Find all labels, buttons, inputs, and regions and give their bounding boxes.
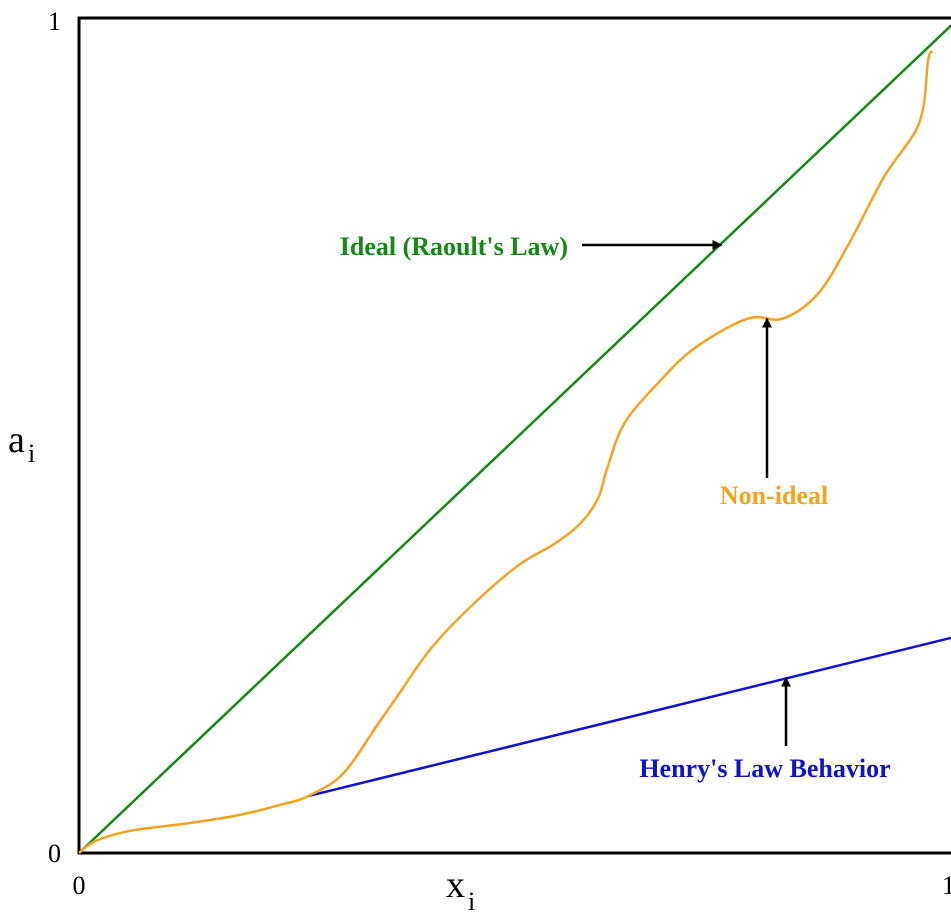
y-axis-label: a i xyxy=(8,419,35,468)
x-axis-label-sub: i xyxy=(468,887,475,916)
annotation-label-ideal-raoult-s-law: Ideal (Raoult's Law) xyxy=(340,232,568,261)
series-line-henry-s-law-behavior xyxy=(307,636,951,798)
x-tick-label-left: 0 xyxy=(73,871,86,900)
x-axis-label: x i xyxy=(446,864,475,916)
annotation-label-non-ideal: Non-ideal xyxy=(720,481,828,510)
y-axis-label-main: a xyxy=(8,419,25,461)
y-tick-label-top: 1 xyxy=(48,7,61,36)
x-axis-label-main: x xyxy=(446,864,465,906)
y-tick-label-bottom: 0 xyxy=(48,839,61,868)
series-layer xyxy=(78,23,951,855)
y-axis-label-sub: i xyxy=(28,439,35,468)
x-tick-label-right: 1 xyxy=(942,871,951,900)
annotation-label-henry-s-law-behavior: Henry's Law Behavior xyxy=(639,754,890,783)
series-line-non-ideal xyxy=(78,50,934,855)
annotation-layer: Ideal (Raoult's Law) Non-ideal Henry's Law… xyxy=(340,232,891,783)
series-line-ideal-raoult-s-law xyxy=(78,23,951,854)
plot-frame xyxy=(77,16,951,855)
